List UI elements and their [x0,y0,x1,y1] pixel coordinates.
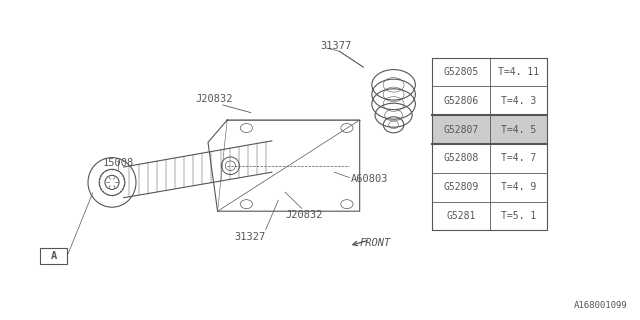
Text: A168001099: A168001099 [573,301,627,310]
Bar [432,58,547,230]
Bar [40,248,67,264]
Text: G52805: G52805 [443,67,479,77]
Text: T=4. 7: T=4. 7 [500,153,536,164]
Text: A60803: A60803 [351,174,388,184]
Text: T=4. 3: T=4. 3 [500,96,536,106]
Text: 31327: 31327 [234,232,265,242]
Text: G52809: G52809 [443,182,479,192]
Text: G5281: G5281 [446,211,476,221]
Text: 15008: 15008 [103,158,134,168]
Text: G52808: G52808 [443,153,479,164]
Text: T=4. 11: T=4. 11 [498,67,539,77]
Text: FRONT: FRONT [360,238,391,248]
Text: 31377: 31377 [321,41,351,51]
Text: J20832: J20832 [285,210,323,220]
Text: G52806: G52806 [443,96,479,106]
Bar [432,115,547,144]
Text: T=4. 5: T=4. 5 [500,124,536,135]
Text: G52807: G52807 [443,124,479,135]
Text: A: A [51,251,58,261]
Text: T=5. 1: T=5. 1 [500,211,536,221]
Text: J20832: J20832 [196,94,233,104]
Text: T=4. 9: T=4. 9 [500,182,536,192]
